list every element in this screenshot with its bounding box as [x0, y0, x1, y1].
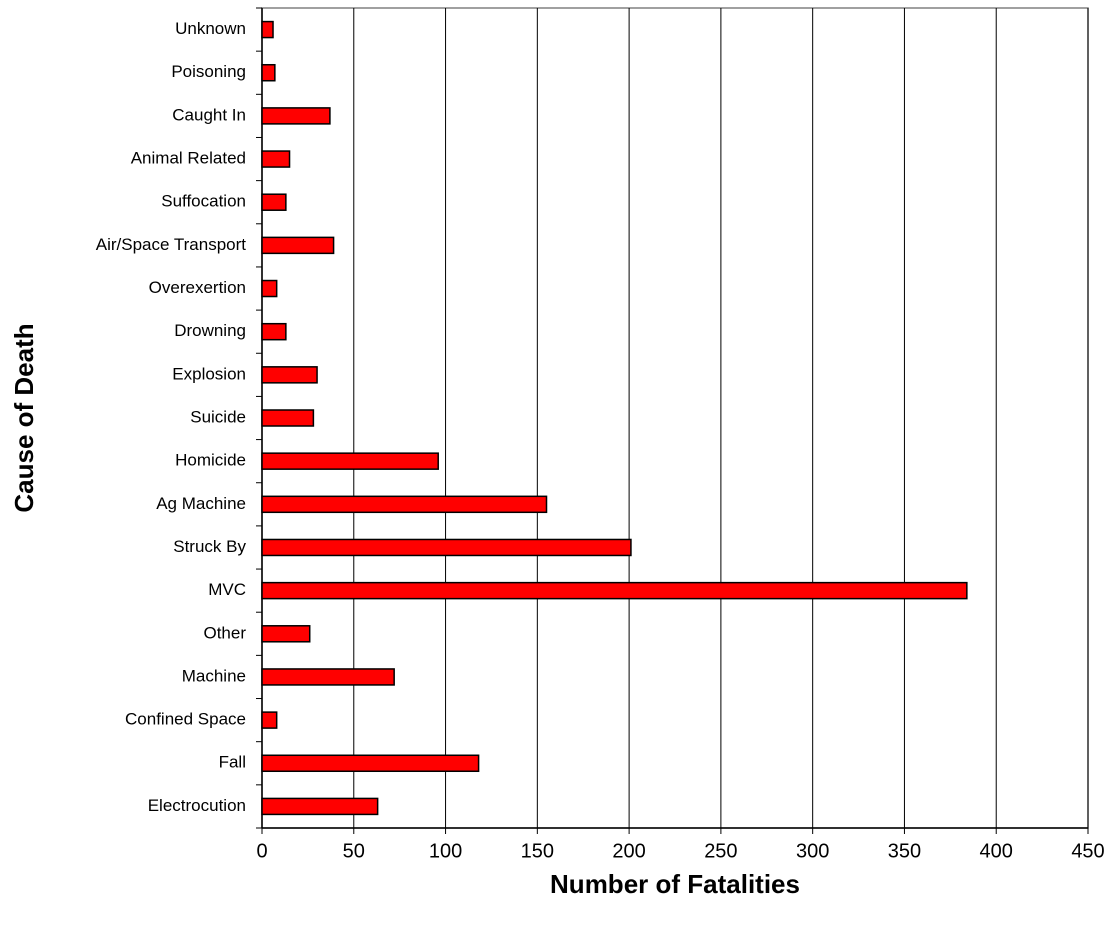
x-tick-label: 0	[256, 840, 267, 862]
y-tick-label: Machine	[182, 666, 246, 685]
x-tick-label: 300	[796, 840, 829, 862]
bar	[261, 20, 274, 39]
bar	[261, 193, 287, 211]
bar	[261, 236, 335, 255]
y-tick-label: Caught In	[172, 105, 246, 124]
bar	[261, 797, 379, 816]
y-tick-label: Animal Related	[131, 149, 246, 168]
bar	[261, 409, 315, 427]
x-axis-title: Number of Fatalities	[550, 869, 800, 899]
bar	[261, 107, 331, 125]
x-tick-label: 400	[980, 840, 1013, 862]
bar	[261, 711, 278, 729]
bar	[261, 495, 548, 514]
y-tick-label: Suffocation	[161, 192, 246, 211]
x-tick-label: 150	[521, 840, 554, 862]
bar	[261, 150, 291, 168]
y-tick-label: Homicide	[175, 451, 246, 470]
bar	[261, 366, 318, 384]
x-tick-label: 450	[1071, 840, 1104, 862]
y-axis-title: Cause of Death	[9, 323, 39, 512]
y-tick-label: Poisoning	[171, 62, 246, 81]
bar	[261, 538, 632, 557]
y-tick-label: Other	[203, 623, 246, 642]
x-tick-label: 100	[429, 840, 462, 862]
bar	[261, 322, 287, 341]
y-tick-label: Explosion	[172, 364, 246, 383]
y-tick-label: Air/Space Transport	[96, 235, 247, 254]
bar	[261, 452, 439, 470]
y-tick-label: Confined Space	[125, 710, 246, 729]
y-tick-label: Fall	[219, 753, 246, 772]
y-tick-label: Suicide	[190, 407, 246, 426]
plot-area	[261, 7, 1089, 829]
y-tick-label: Struck By	[173, 537, 246, 556]
bar	[261, 754, 480, 773]
x-tick-label: 250	[704, 840, 737, 862]
x-tick-label: 350	[888, 840, 921, 862]
y-tick-label: Overexertion	[149, 278, 246, 297]
x-tick-label: 200	[612, 840, 645, 862]
y-tick-label: Drowning	[174, 321, 246, 340]
y-tick-label: Unknown	[175, 19, 246, 38]
x-tick-label: 50	[343, 840, 365, 862]
bar	[261, 581, 968, 600]
bar	[261, 63, 276, 82]
bar	[261, 668, 395, 686]
y-tick-label: Ag Machine	[156, 494, 246, 513]
y-tick-label: Electrocution	[148, 796, 246, 815]
bar	[261, 279, 278, 298]
y-tick-label: MVC	[208, 580, 246, 599]
bar	[261, 625, 311, 643]
